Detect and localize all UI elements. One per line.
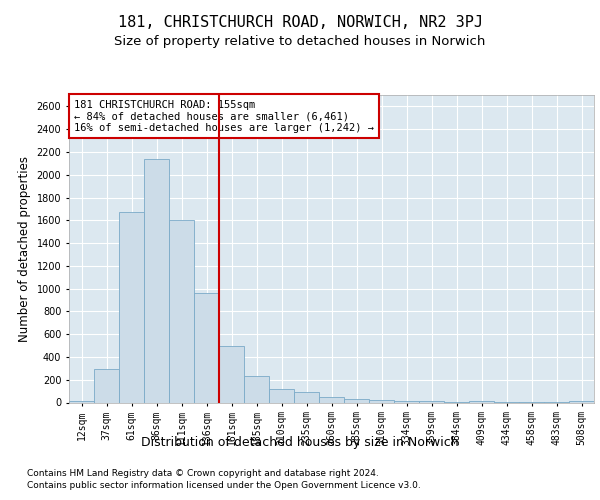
Text: 181 CHRISTCHURCH ROAD: 155sqm
← 84% of detached houses are smaller (6,461)
16% o: 181 CHRISTCHURCH ROAD: 155sqm ← 84% of d… bbox=[74, 100, 374, 133]
Text: Contains public sector information licensed under the Open Government Licence v3: Contains public sector information licen… bbox=[27, 482, 421, 490]
Bar bbox=[319, 398, 344, 402]
Bar bbox=[244, 376, 269, 402]
Bar bbox=[194, 293, 219, 403]
Bar bbox=[269, 390, 294, 402]
Text: Distribution of detached houses by size in Norwich: Distribution of detached houses by size … bbox=[141, 436, 459, 449]
Text: 181, CHRISTCHURCH ROAD, NORWICH, NR2 3PJ: 181, CHRISTCHURCH ROAD, NORWICH, NR2 3PJ bbox=[118, 15, 482, 30]
Bar bbox=[144, 159, 169, 402]
Bar bbox=[169, 220, 194, 402]
Text: Size of property relative to detached houses in Norwich: Size of property relative to detached ho… bbox=[115, 34, 485, 48]
Bar bbox=[344, 400, 369, 402]
Text: Contains HM Land Registry data © Crown copyright and database right 2024.: Contains HM Land Registry data © Crown c… bbox=[27, 470, 379, 478]
Bar bbox=[94, 369, 119, 402]
Bar bbox=[394, 401, 419, 402]
Bar bbox=[119, 212, 144, 402]
Bar bbox=[294, 392, 319, 402]
Bar bbox=[219, 346, 244, 403]
Bar bbox=[419, 401, 444, 402]
Y-axis label: Number of detached properties: Number of detached properties bbox=[18, 156, 31, 342]
Bar bbox=[369, 400, 394, 402]
